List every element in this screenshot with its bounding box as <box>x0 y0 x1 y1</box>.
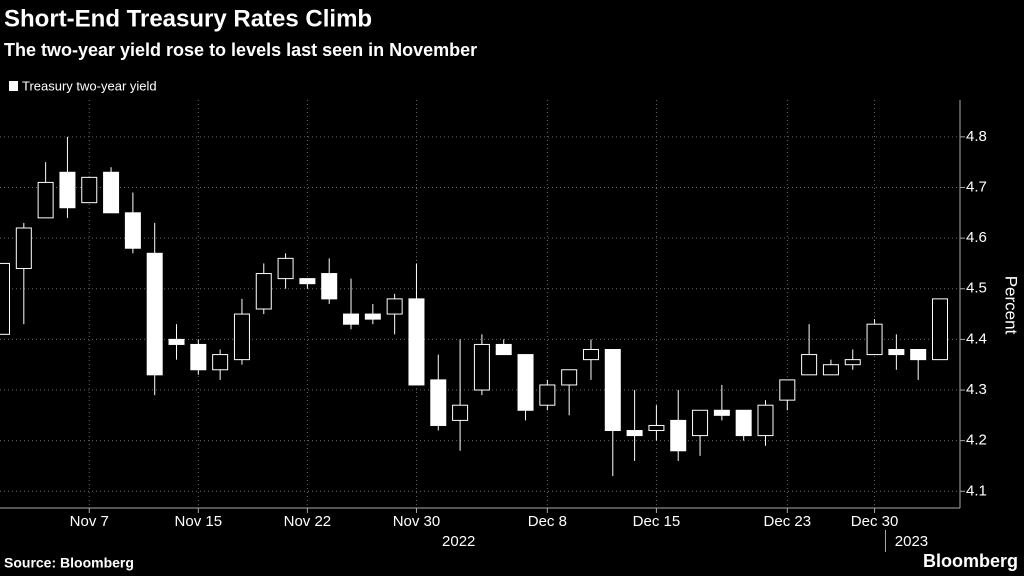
candle-body <box>364 313 381 320</box>
candle-body <box>910 349 927 361</box>
candle-body <box>255 273 272 310</box>
candle-body <box>539 384 556 406</box>
candle-body <box>124 212 141 249</box>
candle-body <box>0 262 10 335</box>
x-tick-label: Dec 8 <box>528 513 567 530</box>
candle-body <box>626 430 643 437</box>
x-tick-label: Dec 15 <box>633 513 681 530</box>
candle-body <box>168 338 185 345</box>
candle-body <box>277 257 294 280</box>
y-tick-label: 4.2 <box>966 432 987 449</box>
candle-body <box>343 313 360 325</box>
candle-body <box>430 379 447 426</box>
legend-label: Treasury two-year yield <box>22 78 157 93</box>
candle-body <box>233 313 250 361</box>
year-label: 2023 <box>895 533 928 550</box>
brand: Bloomberg <box>923 551 1018 571</box>
y-tick-label: 4.3 <box>966 381 987 398</box>
y-tick-label: 4.6 <box>966 229 987 246</box>
candle-body <box>408 298 425 386</box>
candle-body <box>37 181 54 219</box>
candle-body <box>146 252 163 376</box>
candle-body <box>713 409 730 416</box>
candle-body <box>103 171 120 214</box>
source: Source: Bloomberg <box>4 555 134 571</box>
candle-body <box>604 349 621 432</box>
candle-body <box>779 379 796 401</box>
candle-body <box>932 298 948 361</box>
y-tick-label: 4.4 <box>966 330 987 347</box>
candle-body <box>452 404 469 421</box>
x-tick-label: Nov 30 <box>393 513 441 530</box>
candle-body <box>517 354 534 411</box>
candle-body <box>15 227 32 269</box>
candle-body <box>888 349 905 356</box>
candle-body <box>561 369 578 386</box>
candle-body <box>735 409 752 437</box>
candle-body <box>190 343 207 371</box>
candle-body <box>473 343 490 391</box>
candle-body <box>844 359 861 366</box>
y-tick-label: 4.7 <box>966 178 987 195</box>
y-axis-label: Percent <box>1002 276 1021 335</box>
chart-title: Short-End Treasury Rates Climb <box>4 5 372 32</box>
candle-body <box>670 419 687 452</box>
candle-body <box>757 404 774 437</box>
candle-body <box>495 343 512 356</box>
candle-body <box>212 354 229 371</box>
candle-body <box>299 278 316 285</box>
legend-swatch <box>9 81 18 91</box>
candle-body <box>386 298 403 315</box>
x-tick-label: Nov 15 <box>175 513 223 530</box>
y-tick-label: 4.1 <box>966 482 987 499</box>
chart-subtitle: The two-year yield rose to levels last s… <box>4 40 477 60</box>
candle-body <box>81 176 98 204</box>
candle-body <box>822 364 839 376</box>
candle-body <box>648 424 665 432</box>
candle-body <box>582 349 599 361</box>
candle-body <box>866 323 883 356</box>
candle-body <box>59 171 76 209</box>
x-tick-label: Nov 22 <box>284 513 332 530</box>
x-tick-label: Nov 7 <box>70 513 109 530</box>
candle-body <box>801 354 818 376</box>
y-tick-label: 4.5 <box>966 280 987 297</box>
x-tick-label: Dec 23 <box>764 513 812 530</box>
y-tick-label: 4.8 <box>966 128 987 145</box>
candle-body <box>692 409 709 437</box>
candle-body <box>321 273 338 300</box>
x-tick-label: Dec 30 <box>851 513 899 530</box>
year-label: 2022 <box>442 533 475 550</box>
